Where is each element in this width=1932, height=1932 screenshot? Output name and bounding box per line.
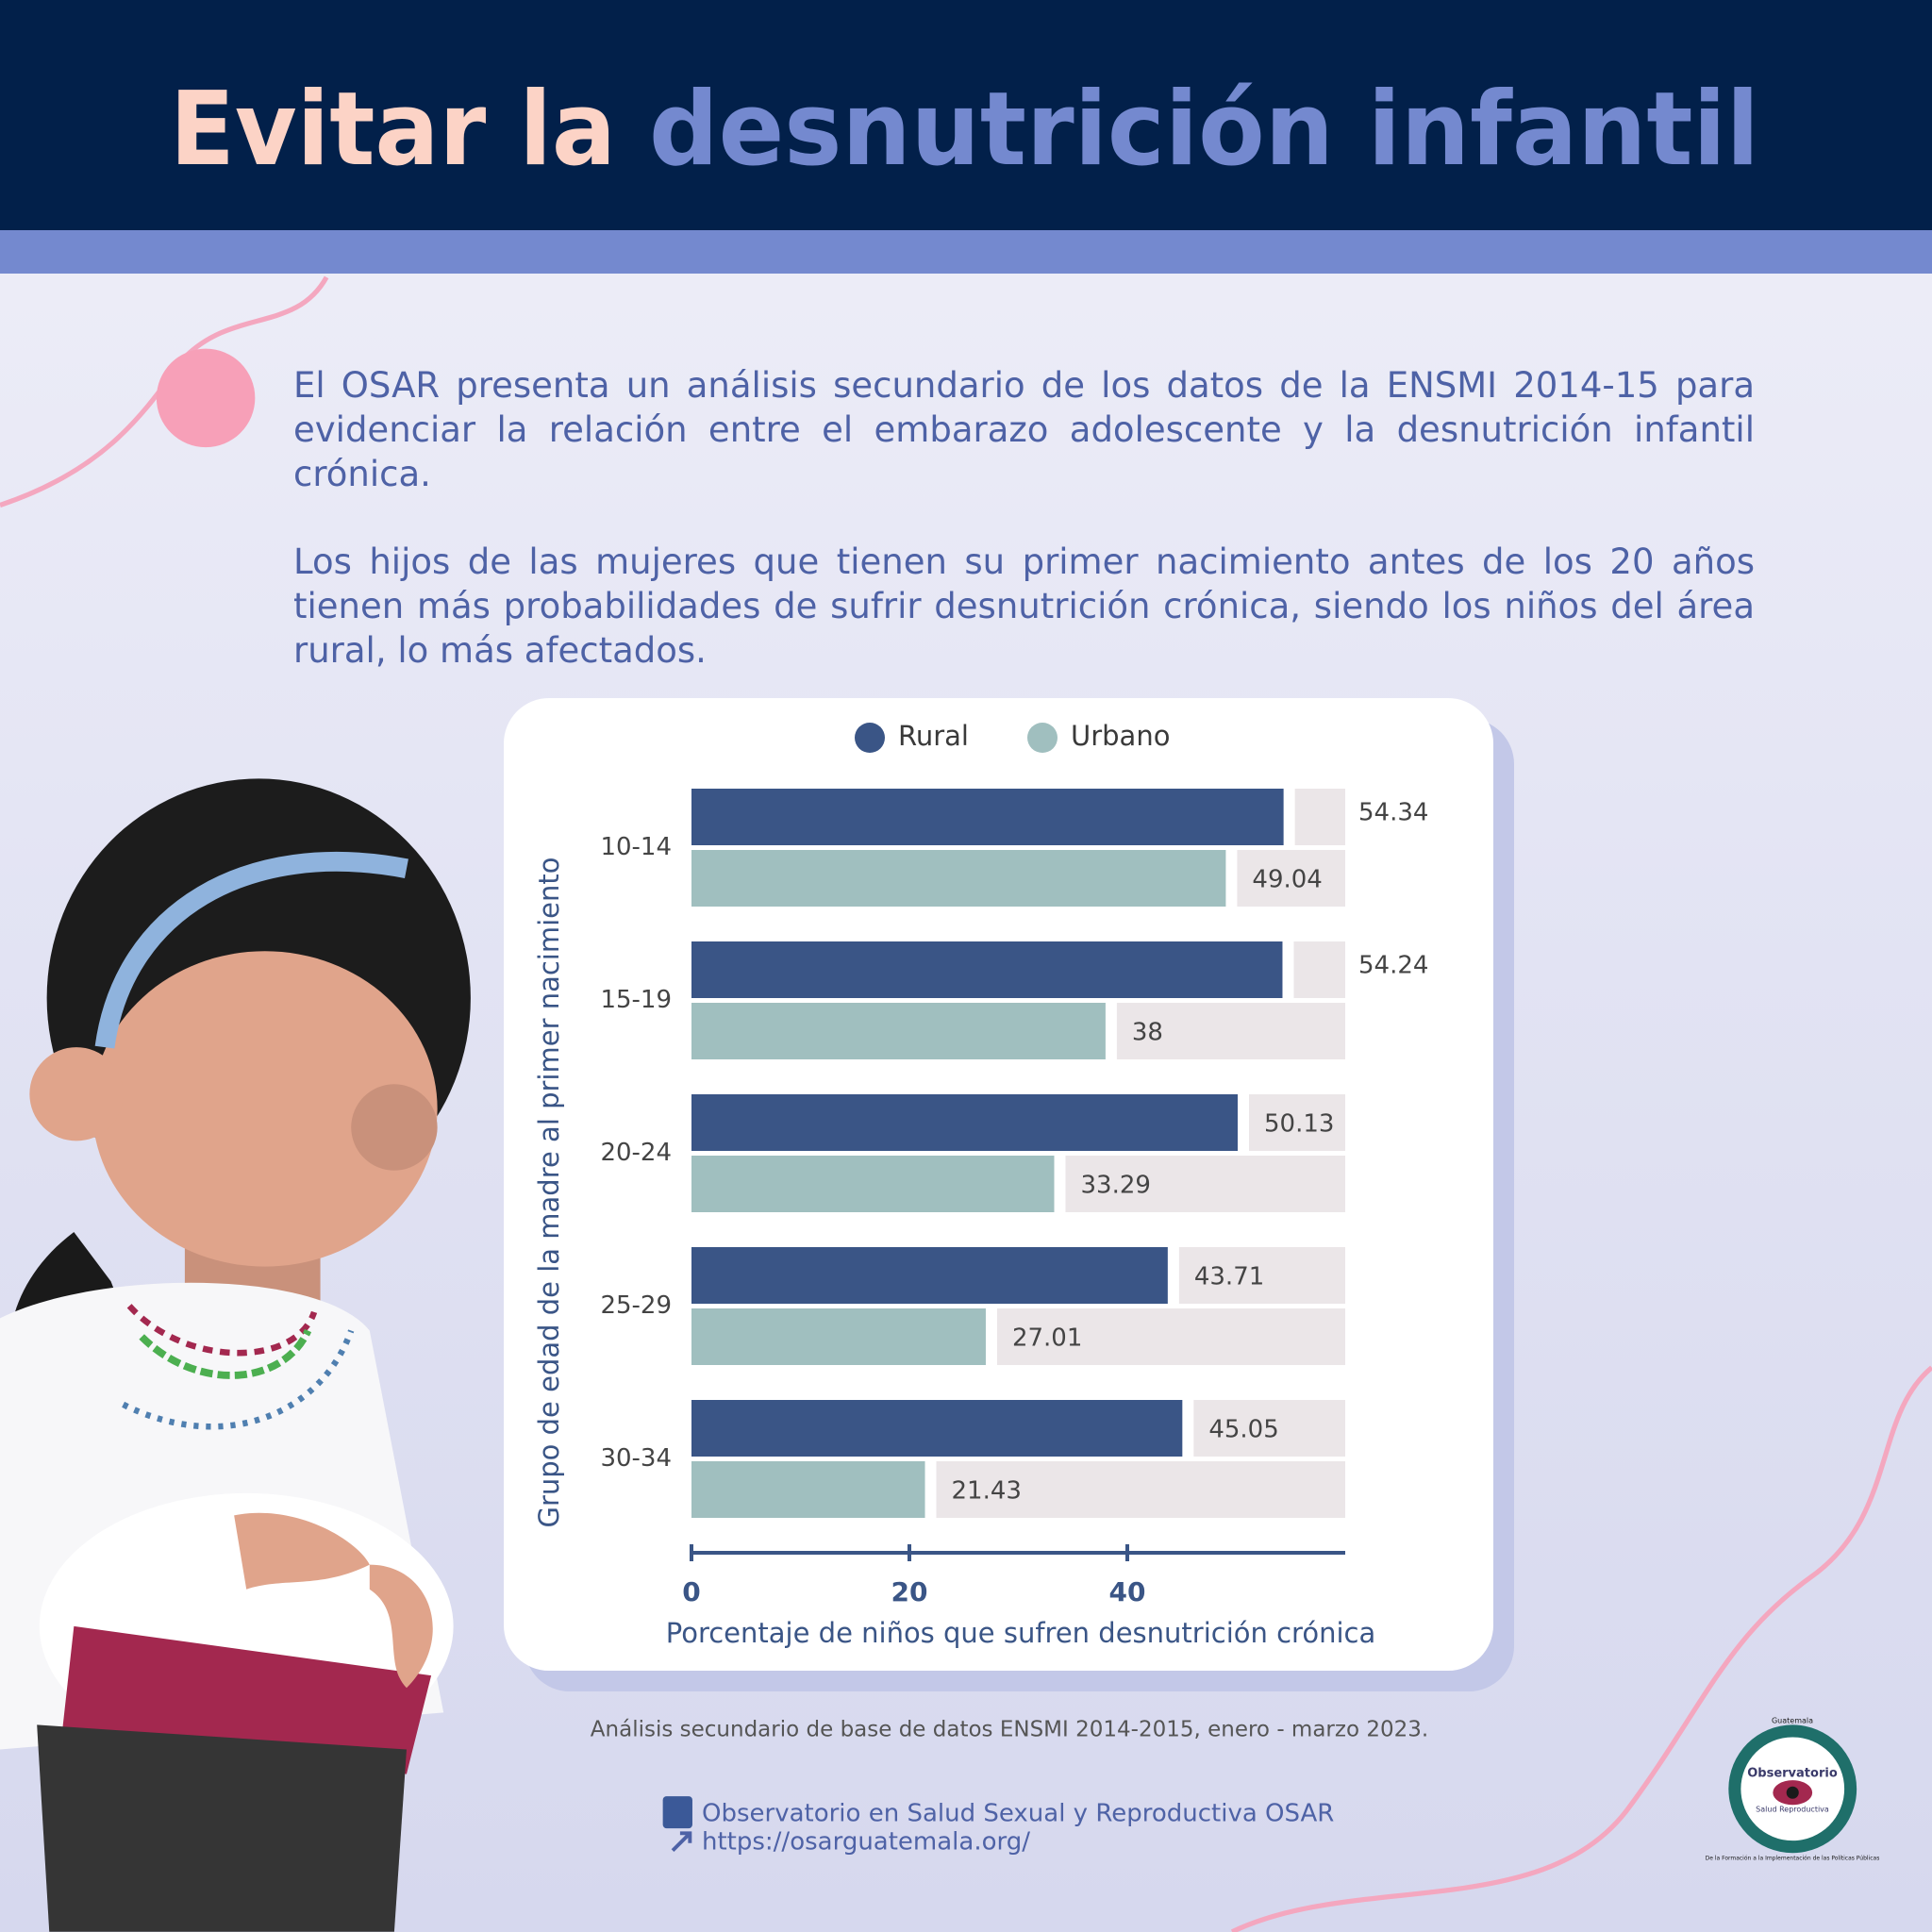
bar-track	[1193, 1400, 1345, 1457]
bar	[691, 1461, 925, 1518]
title-part: Evitar la	[170, 71, 616, 189]
pink-curve	[1230, 1365, 1932, 1932]
facebook-icon	[662, 1796, 692, 1829]
value-label: 50.13	[1264, 1110, 1334, 1139]
value-label: 21.43	[952, 1477, 1022, 1506]
bar-track	[1237, 850, 1345, 907]
bar	[691, 1003, 1106, 1059]
y-tick-label: 15-19	[600, 986, 672, 1014]
website-link[interactable]: https://osarguatemala.org/	[702, 1828, 1030, 1857]
legend-label: Urbano	[1071, 720, 1170, 752]
value-label: 54.24	[1358, 952, 1428, 980]
value-label: 38	[1132, 1019, 1163, 1047]
value-label: 43.71	[1194, 1263, 1264, 1291]
x-tick-label: 20	[891, 1576, 928, 1607]
legend-swatch	[855, 723, 885, 753]
pink-dot	[156, 348, 256, 448]
bar	[691, 1308, 986, 1365]
y-tick-label: 10-14	[600, 833, 672, 861]
x-tick-label: 40	[1109, 1576, 1146, 1607]
y-tick-label: 30-34	[600, 1444, 672, 1473]
bar	[691, 1247, 1168, 1304]
intro-paragraph: Los hijos de las mujeres que tienen su p…	[293, 541, 1755, 671]
value-label: 27.01	[1012, 1324, 1082, 1353]
bar-track	[1249, 1094, 1345, 1151]
value-label: 54.34	[1358, 799, 1428, 827]
value-label: 45.05	[1208, 1416, 1278, 1444]
source-note: Análisis secundario de base de datos ENS…	[591, 1718, 1428, 1742]
logo-text: De la Formación a la Implementación de l…	[1706, 1856, 1880, 1862]
bar-track	[996, 1308, 1345, 1365]
bar-track	[1065, 1156, 1345, 1212]
y-tick-label: 20-24	[600, 1139, 672, 1167]
value-label: 49.04	[1252, 866, 1322, 894]
header-band	[0, 230, 1932, 274]
woman-illustration	[0, 778, 471, 1932]
bar	[691, 1400, 1183, 1457]
logo-text: Salud Reproductiva	[1756, 1806, 1829, 1814]
bar	[691, 789, 1284, 845]
logo-text: Guatemala	[1772, 1717, 1813, 1725]
bar-track	[936, 1461, 1345, 1518]
bar-track	[1294, 789, 1345, 845]
bar	[691, 1156, 1055, 1212]
bar-track	[1178, 1247, 1345, 1304]
y-axis-label: Grupo de edad de la madre al primer naci…	[533, 857, 565, 1527]
bar	[691, 1094, 1239, 1151]
legend-swatch	[1027, 723, 1058, 753]
intro-paragraph: El OSAR presenta un análisis secundario …	[293, 365, 1755, 494]
logo-text: Observatorio	[1747, 1767, 1838, 1781]
bar	[691, 850, 1226, 907]
bar-track	[1293, 941, 1345, 998]
link-icon	[671, 1831, 692, 1852]
header-bar	[0, 0, 1932, 230]
value-label: 33.29	[1080, 1172, 1150, 1200]
x-tick-label: 0	[682, 1576, 700, 1607]
logo	[1728, 1724, 1857, 1854]
bar-track	[1116, 1003, 1345, 1059]
facebook-link[interactable]: Observatorio en Salud Sexual y Reproduct…	[702, 1800, 1334, 1828]
legend-label: Rural	[898, 720, 969, 752]
bar	[691, 941, 1283, 998]
y-tick-label: 25-29	[600, 1291, 672, 1320]
x-axis-label: Porcentaje de niños que sufren desnutric…	[666, 1617, 1375, 1649]
title-part: desnutrición infantil	[649, 71, 1759, 189]
